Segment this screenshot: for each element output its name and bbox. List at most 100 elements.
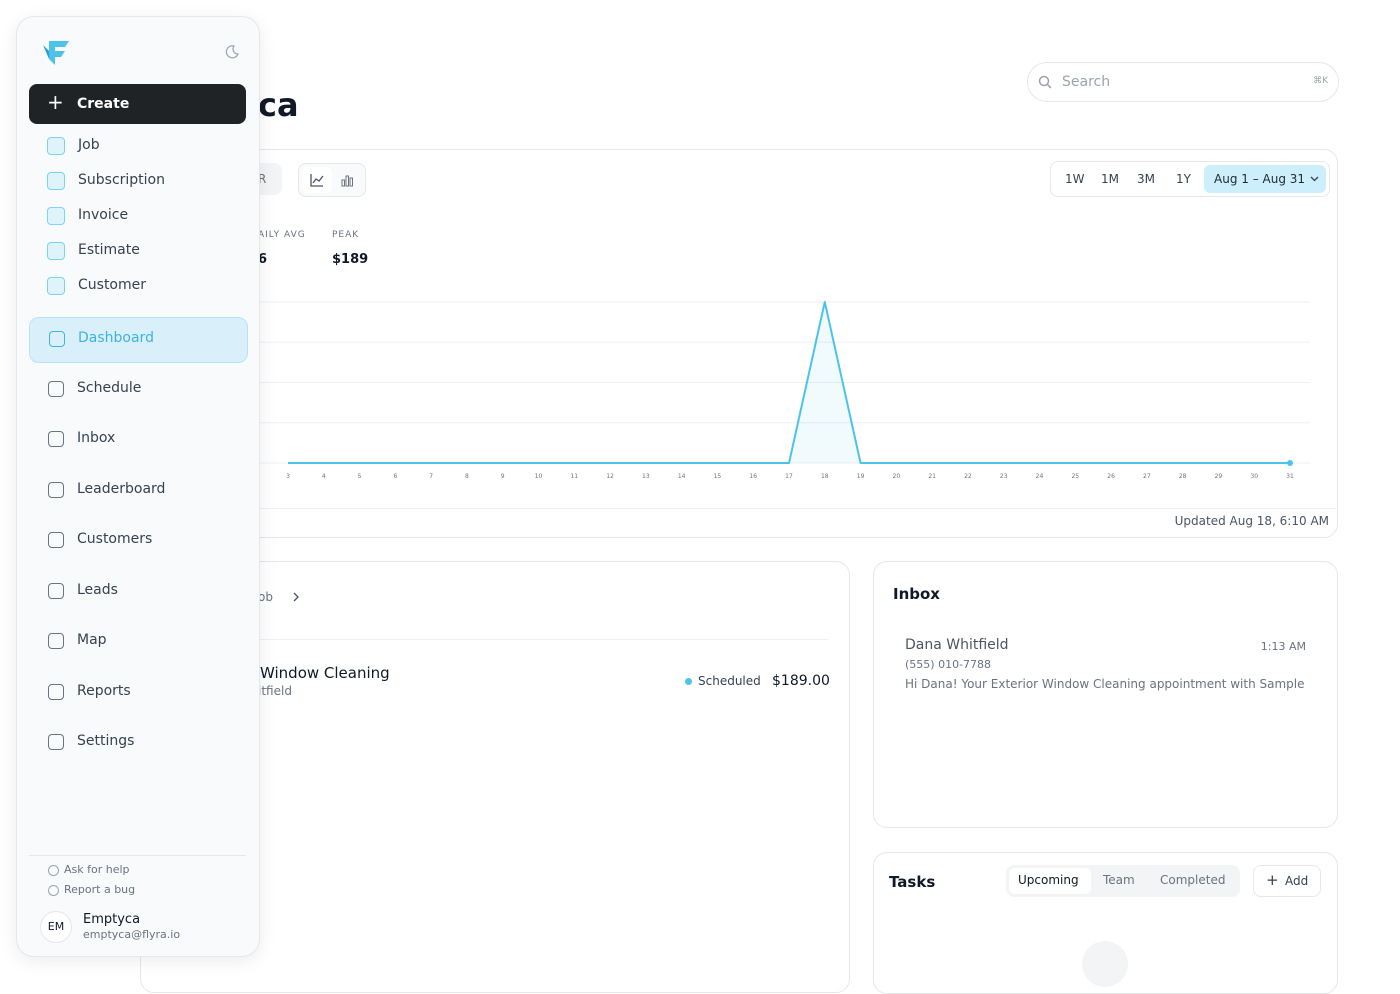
range-selector: 1W 1M 3M 1Y Aug 1 – Aug 31 [1050,161,1330,197]
divider [141,508,1336,509]
inbox-card: Inbox Dana Whitfield 1:13 AM (555) 010-7… [873,561,1338,828]
search-placeholder: Search [1062,74,1111,90]
nav-icon [48,481,64,498]
nav-label: Reports [77,682,131,699]
tab[interactable]: Completed [1160,873,1226,887]
nav-label: Schedule [77,379,142,396]
add-label: Add [1285,874,1309,888]
nav-item[interactable]: Map [29,620,246,664]
stat-label: AILY AVG [258,230,306,240]
create-button[interactable]: + Create [29,84,246,124]
nav-icon [48,734,64,750]
x-tick-label: 20 [893,473,901,480]
nav-item[interactable]: Leads [29,570,246,614]
plus-icon: + [47,90,64,114]
x-tick-label: 24 [1036,473,1044,480]
stat-label: PEAK [332,230,360,240]
chart-type-toggle[interactable] [298,163,366,197]
nav-icon [48,582,64,599]
chart: 3 4 5 6 7 8 9 10 11 12 13 14 15 16 17 18 19 20 21 22 23 24 25 2… [160,301,1310,480]
tasks-tabs: Upcoming Team Completed [1006,865,1240,897]
x-tick-label: 22 [964,473,972,480]
avatar[interactable]: EM [40,911,72,943]
search-box[interactable]: Search ⌘K [1027,62,1339,102]
message-sender[interactable]: Dana Whitfield [905,637,1009,653]
divider [29,855,246,856]
footer-link[interactable]: Ask for help [64,863,130,876]
tab[interactable]: Team [1103,873,1135,887]
quick-create-icon [47,137,65,155]
x-tick-label: 7 [429,473,433,480]
footer-link[interactable]: Report a bug [64,883,136,896]
edge [140,955,141,972]
x-tick-label: 16 [749,473,757,480]
x-tick-label: 4 [322,473,326,480]
tasks-card: Tasks Upcoming Team Completed + Add [873,852,1338,994]
quick-create-icon [47,242,65,260]
range-button[interactable]: 3M [1137,172,1155,186]
x-tick-label: 17 [785,473,793,480]
sidebar: + Create Job Subscription Invoice Estimate C… [16,16,260,957]
nav-item[interactable]: Dashboard [29,317,248,363]
quick-create-icon [47,277,65,295]
nav-icon [48,380,64,397]
nav-label: Leads [77,581,118,598]
bar-icon[interactable] [340,173,354,187]
help-icon [48,865,59,876]
stat-value: $189 [332,252,369,267]
range-button[interactable]: 1M [1101,172,1119,186]
x-tick-label: 21 [928,473,936,480]
logo[interactable] [41,37,71,67]
jobs-tab[interactable]: ob [258,590,273,604]
nav-item[interactable]: Leaderboard [29,469,246,513]
x-tick-label: 9 [501,473,505,480]
nav-icon [48,532,64,548]
job-customer: itfield [258,684,292,698]
x-tick-label: 10 [535,473,543,480]
x-tick-label: 8 [465,473,469,480]
page: 3 4 5 6 7 8 9 10 11 12 13 14 15 16 17 18 19 20 21 22 23 24 25 2… [16,16,1339,994]
job-amount: $189.00 [772,673,830,689]
updated-time: Updated Aug 18, 6:10 AM [1174,514,1329,528]
nav-item[interactable]: Customers [29,519,246,563]
card-title: Inbox [893,585,940,603]
metric-tab-label: R [258,172,267,186]
chevron [1310,176,1319,182]
job-status: Scheduled [698,674,761,688]
theme-toggle[interactable] [225,45,239,59]
x-tick-label: 25 [1071,473,1079,480]
nav-label: Inbox [77,430,116,446]
quick-create-icon [47,207,65,225]
nav-label: Settings [77,733,135,749]
date-range-button[interactable]: Aug 1 – Aug 31 [1204,165,1326,193]
x-tick-label: 31 [1286,473,1294,480]
search-shortcut: ⌘K [1313,76,1328,86]
nav-item[interactable]: Inbox [29,418,246,462]
range-button[interactable]: 1Y [1176,172,1191,186]
nav-label: Customers [77,531,153,547]
chevron-right [293,592,299,602]
x-tick-label: 23 [1000,473,1008,480]
nav-item[interactable]: Reports [29,671,246,715]
nav-item[interactable]: Settings [29,721,246,765]
add-task-button[interactable]: + Add [1253,865,1321,897]
create-label: Create [77,96,130,112]
job-title[interactable]: Window Cleaning [260,664,390,682]
quick-create-label: Invoice [78,207,129,223]
user-name: Emptyca [83,912,141,927]
tab[interactable]: Upcoming [1018,873,1079,887]
card-title: Tasks [889,873,936,891]
status-dot [685,678,692,685]
quick-create-label: Job [78,137,100,153]
nav-icon [48,683,64,700]
x-tick-label: 27 [1143,473,1151,480]
range-button[interactable]: 1W [1065,172,1085,186]
quick-create-label: Estimate [78,242,140,258]
nav-label: Map [77,632,107,648]
user-email: emptyca@flyra.io [83,928,181,941]
x-tick-label: 14 [678,473,686,480]
page-title: ca [258,86,299,124]
nav-item[interactable]: Schedule [29,368,246,412]
quick-create-icon [47,172,65,190]
nav-label: Leaderboard [77,480,166,497]
